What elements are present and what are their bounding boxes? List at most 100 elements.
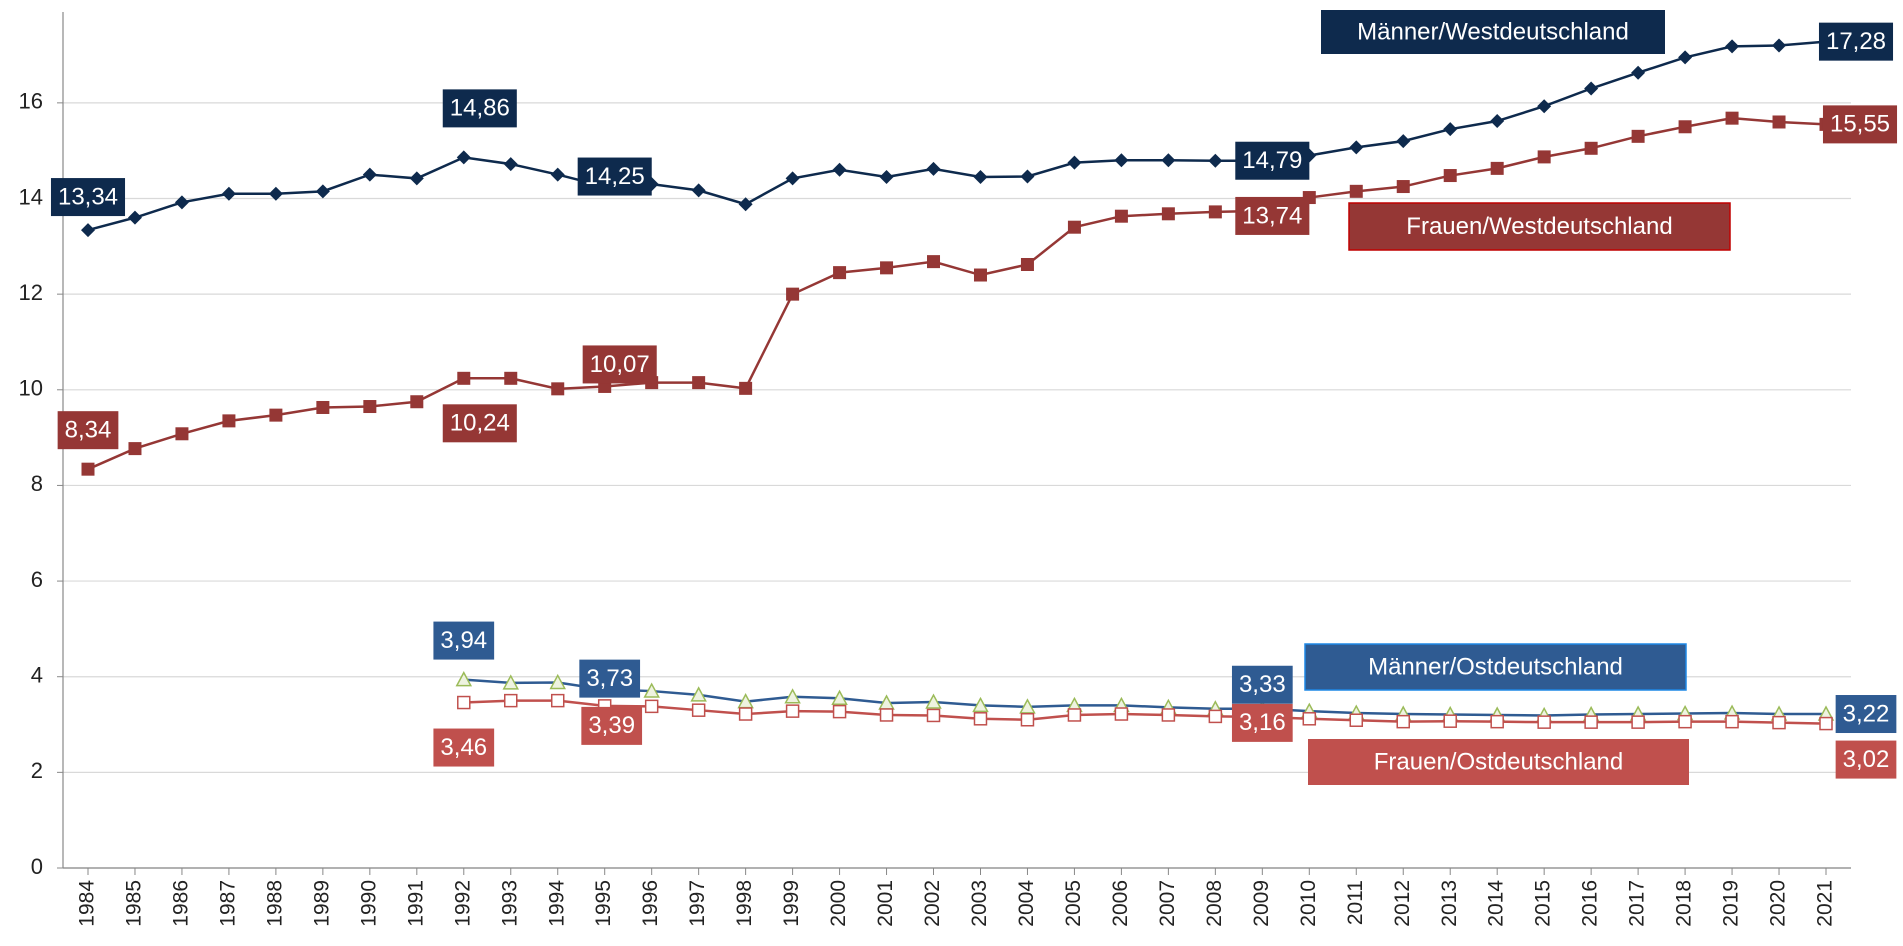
marker — [503, 157, 518, 172]
x-tick-label: 2012 — [1391, 880, 1414, 927]
value-label-box — [442, 89, 517, 128]
marker — [550, 167, 565, 182]
value-label: 3,22 — [1843, 700, 1890, 727]
marker — [926, 161, 941, 176]
marker — [127, 210, 142, 225]
marker — [1490, 161, 1504, 175]
legend-box — [1308, 739, 1689, 785]
marker — [925, 693, 942, 709]
marker — [1396, 180, 1410, 194]
marker — [81, 223, 95, 238]
marker — [362, 167, 377, 182]
legend-label: Frauen/Westdeutschland — [1406, 213, 1672, 240]
marker — [1584, 141, 1598, 155]
x-tick-label: 2015 — [1532, 880, 1555, 927]
legend-label: Männer/Westdeutschland — [1357, 18, 1629, 45]
marker — [457, 371, 471, 385]
marker — [926, 708, 941, 723]
marker — [691, 703, 706, 717]
x-tick-label: 1988 — [263, 880, 286, 927]
marker — [1678, 120, 1692, 134]
value-label: 3,39 — [588, 712, 635, 739]
marker — [1631, 715, 1645, 729]
value-label-box — [579, 659, 641, 698]
value-label-box — [433, 621, 495, 660]
value-label: 14,79 — [1242, 147, 1302, 174]
marker — [1631, 65, 1646, 80]
marker — [831, 689, 848, 705]
x-tick-label: 1984 — [76, 880, 99, 927]
x-tick-label: 2013 — [1438, 880, 1461, 927]
marker — [1490, 714, 1504, 729]
value-label-box — [50, 178, 126, 217]
marker — [315, 184, 330, 199]
x-tick-label: 2002 — [921, 880, 944, 927]
x-tick-label: 1993 — [498, 880, 521, 927]
marker — [457, 695, 471, 710]
marker — [222, 414, 236, 428]
marker — [1772, 115, 1786, 129]
marker — [1537, 715, 1551, 729]
marker — [833, 266, 847, 280]
value-label-box — [1235, 196, 1310, 235]
marker — [1114, 707, 1129, 721]
marker — [1725, 714, 1739, 729]
marker — [690, 686, 707, 702]
value-label: 3,02 — [1843, 746, 1890, 773]
marker — [1725, 39, 1740, 54]
value-label-box — [1818, 22, 1894, 61]
x-tick-label: 1989 — [310, 880, 333, 927]
legend-box — [1321, 10, 1665, 54]
marker — [455, 671, 473, 687]
value-label: 14,25 — [585, 163, 645, 190]
marker — [738, 707, 753, 721]
y-tick-label: 0 — [31, 854, 43, 879]
x-tick-label: 1997 — [686, 880, 709, 927]
marker — [1349, 713, 1364, 727]
value-label-box — [1231, 703, 1293, 742]
marker — [785, 171, 800, 186]
x-tick-label: 2014 — [1485, 880, 1508, 927]
marker — [1114, 153, 1129, 168]
x-tick-label: 2003 — [968, 880, 991, 927]
y-tick-label: 14 — [19, 184, 43, 209]
marker — [1631, 129, 1645, 143]
series-line — [87, 116, 1827, 471]
value-label: 14,86 — [450, 95, 510, 122]
marker — [973, 169, 988, 184]
value-label-box — [581, 706, 643, 745]
marker — [1067, 155, 1082, 170]
x-tick-label: 2009 — [1250, 880, 1273, 927]
y-tick-label: 10 — [19, 376, 43, 401]
marker — [1067, 708, 1082, 722]
marker — [738, 197, 753, 212]
marker — [644, 699, 659, 714]
x-tick-label: 1994 — [545, 880, 568, 927]
marker — [551, 382, 565, 396]
value-label-box — [442, 404, 517, 443]
x-tick-label: 1987 — [216, 880, 239, 927]
marker — [1443, 714, 1457, 728]
marker — [1161, 207, 1175, 221]
value-label: 3,94 — [440, 627, 487, 654]
marker — [785, 704, 800, 718]
marker — [268, 186, 283, 201]
marker — [1349, 184, 1363, 198]
x-tick-label: 2004 — [1015, 880, 1038, 927]
marker — [1114, 209, 1128, 223]
marker — [784, 688, 801, 704]
x-tick-label: 2000 — [827, 880, 850, 927]
marker — [1349, 140, 1364, 155]
x-tick-label: 1986 — [169, 880, 192, 927]
marker — [1443, 169, 1457, 183]
marker — [81, 462, 95, 476]
marker — [1020, 169, 1035, 184]
marker — [1396, 134, 1411, 149]
marker — [363, 400, 377, 414]
series-line — [463, 678, 1826, 717]
marker — [1725, 111, 1739, 125]
x-tick-label: 2011 — [1344, 880, 1367, 925]
marker — [128, 442, 142, 456]
